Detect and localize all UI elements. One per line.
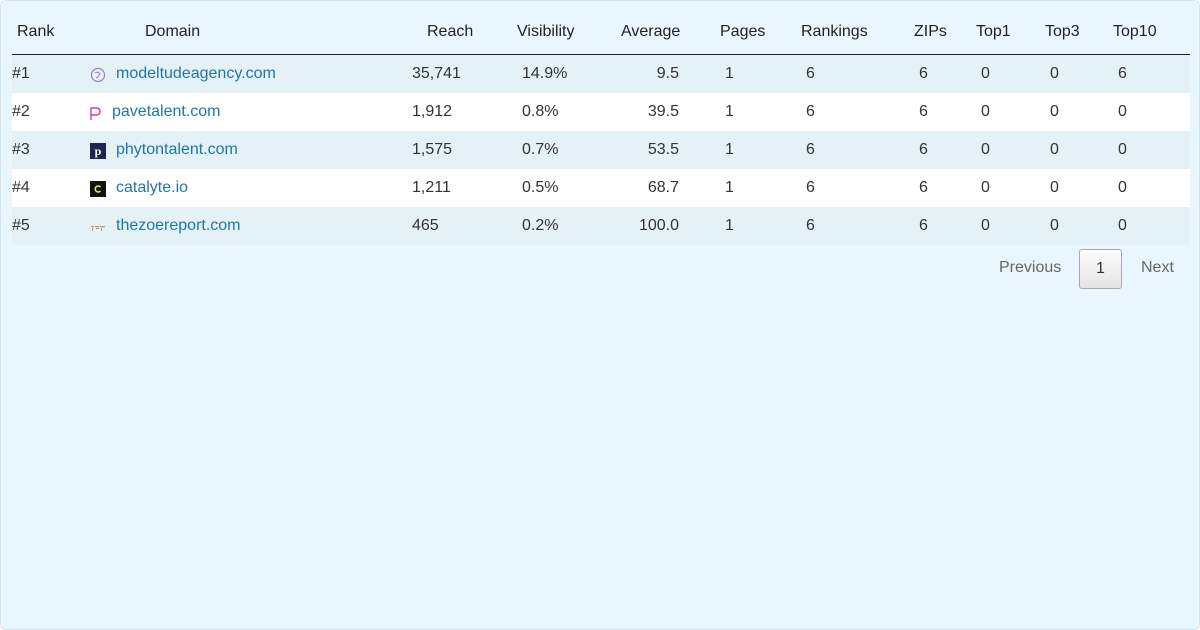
column-header[interactable]: Top10 [1113,23,1157,40]
favicon [90,219,106,235]
rankings-cell: 6 [806,65,815,82]
column-header[interactable]: Average [621,23,681,40]
rank-cell: #1 [12,65,30,82]
visibility-cell: 0.7% [522,141,559,158]
page-button[interactable]: 1 [1079,249,1122,289]
favicon [90,181,106,197]
zips-cell: 6 [919,141,928,158]
reach-cell: 1,575 [412,141,453,158]
zips-cell: 6 [919,217,928,234]
pages-cell: 1 [725,179,734,196]
reach-cell: 1,912 [412,103,453,120]
rank-cell: #5 [12,217,30,234]
top10-cell: 0 [1118,141,1127,158]
top10-cell: 6 [1118,65,1127,82]
column-header[interactable]: ZIPs [914,23,947,40]
top3-cell: 0 [1050,103,1059,120]
domain-cell[interactable]: thezoereport.com [116,217,241,234]
zips-cell: 6 [919,179,928,196]
zips-cell: 6 [919,65,928,82]
visibility-cell: 14.9% [522,65,568,82]
column-header[interactable]: Rank [17,23,55,40]
rankings-cell: 6 [806,217,815,234]
top3-cell: 0 [1050,217,1059,234]
top1-cell: 0 [981,103,990,120]
average-cell: 68.7 [647,179,679,196]
reach-cell: 465 [412,217,439,234]
favicon: p [90,143,106,159]
column-header[interactable]: Pages [720,23,766,40]
pages-cell: 1 [725,65,734,82]
column-header[interactable]: Reach [427,23,474,40]
top1-cell: 0 [981,141,990,158]
previous-button[interactable]: Previous [999,259,1062,276]
visibility-cell: 0.8% [522,103,559,120]
rank-cell: #3 [12,141,30,158]
domain-cell[interactable]: modeltudeagency.com [116,65,276,82]
rankings-cell: 6 [806,103,815,120]
rankings-cell: 6 [806,141,815,158]
column-header[interactable]: Domain [145,23,201,40]
domain-cell[interactable]: phytontalent.com [116,141,238,158]
top3-cell: 0 [1050,141,1059,158]
visibility-cell: 0.5% [522,179,559,196]
rankings-cell: 6 [806,179,815,196]
favicon [87,105,103,121]
domain-cell[interactable]: catalyte.io [116,179,189,196]
pages-cell: 1 [725,141,734,158]
visibility-cell: 0.2% [522,217,559,234]
column-header[interactable]: Top1 [976,23,1011,40]
top10-cell: 0 [1118,103,1127,120]
rank-cell: #2 [12,103,30,120]
top1-cell: 0 [981,179,990,196]
table-row [12,207,1190,245]
domain-cell[interactable]: pavetalent.com [112,103,221,120]
average-cell: 100.0 [638,217,679,234]
average-cell: 53.5 [647,141,679,158]
top3-cell: 0 [1050,65,1059,82]
column-header[interactable]: Rankings [801,23,868,40]
table-row [12,131,1190,169]
column-header[interactable]: Visibility [517,23,575,40]
top1-cell: 0 [981,65,990,82]
rank-cell: #4 [12,179,30,196]
top3-cell: 0 [1050,179,1059,196]
average-cell: 9.5 [656,65,679,82]
svg-text:p: p [95,144,102,158]
favicon [90,67,106,83]
top1-cell: 0 [981,217,990,234]
reach-cell: 35,741 [412,65,461,82]
pages-cell: 1 [725,103,734,120]
table-row [12,93,1190,131]
top10-cell: 0 [1118,217,1127,234]
next-button[interactable]: Next [1141,259,1174,276]
zips-cell: 6 [919,103,928,120]
header-rule [12,54,1190,55]
top10-cell: 0 [1118,179,1127,196]
column-header[interactable]: Top3 [1045,23,1080,40]
table-row [12,169,1190,207]
table-row [12,55,1190,93]
reach-cell: 1,211 [412,179,451,196]
average-cell: 39.5 [647,103,679,120]
pages-cell: 1 [725,217,734,234]
